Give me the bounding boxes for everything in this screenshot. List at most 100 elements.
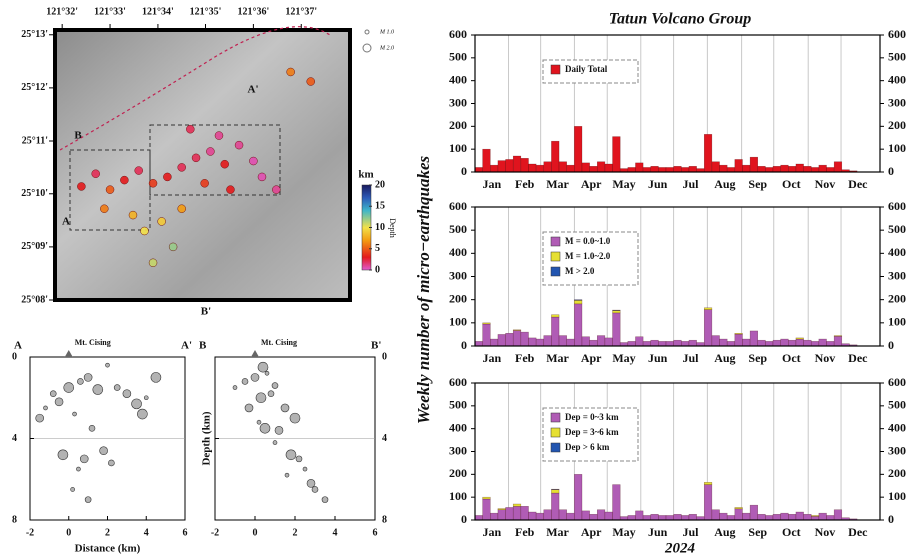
y-tick-label-right: 200 [888,118,906,132]
bar [605,512,613,520]
section-label: B' [201,306,211,318]
epicenter [149,179,157,187]
bar [643,515,651,520]
month-label: Oct [782,525,801,539]
y-tick-label: 500 [449,50,467,64]
month-label: Jun [648,177,668,191]
epicenter [307,78,315,86]
bar [605,338,613,346]
legend-swatch [551,237,560,246]
epicenter [192,154,200,162]
hypocenter [137,409,147,419]
bar [567,165,575,172]
lon-tick-label: 121°33' [94,6,126,17]
bar [506,159,514,172]
hypocenter [245,404,253,412]
hypocenter [281,404,289,412]
bar [773,340,781,346]
y-tick-label: 200 [449,118,467,132]
bar [681,341,689,346]
bar [666,341,674,346]
epicenter [206,147,214,155]
epicenter [226,186,234,194]
bar [544,510,552,520]
section-end: A' [181,340,192,352]
month-label: Jan [482,351,501,365]
hypocenter [108,460,114,466]
hypocenter [123,390,131,398]
hypocenter [303,467,307,471]
bar [796,339,804,346]
hypocenter [100,447,108,455]
bar [704,310,712,346]
y-tick-label-right: 300 [888,443,906,457]
y-tick-label: 4 [382,433,387,444]
bar [613,313,621,346]
bar [498,161,506,172]
bar [613,311,621,313]
bar [834,162,842,172]
epicenter [106,186,114,194]
legend-label: M = 1.0~2.0 [565,251,611,261]
bar [651,340,659,346]
lat-tick-label: 25°09' [21,241,48,252]
y-tick-label: 500 [449,222,467,236]
bar [674,514,682,520]
bar [597,510,605,520]
epicenter [178,205,186,213]
month-label: Jun [648,351,668,365]
summit-label: Mt. Cising [75,338,111,347]
hypocenter [275,426,283,434]
bar [574,300,582,303]
epicenter [235,141,243,149]
epicenter [178,163,186,171]
hypocenter [256,393,266,403]
lat-tick-label: 25°08' [21,294,48,305]
bar [536,513,544,520]
bar [788,340,796,346]
bar [727,167,735,172]
y-tick-label: 0 [461,164,467,178]
bar [674,166,682,172]
bar [483,324,491,346]
y-tick-label: 500 [449,398,467,412]
bar [521,158,529,172]
hypocenter [312,486,318,492]
hypocenter [322,497,328,503]
colorbar-unit: km [358,169,373,181]
section-end: B' [371,340,381,352]
hypocenter [233,386,237,390]
bar [819,339,827,346]
epicenter [149,259,157,267]
epicenter [272,186,280,194]
hypocenter [257,420,261,424]
lon-tick-label: 121°37' [285,6,317,17]
bar [521,332,529,346]
x-tick-label: 2 [293,527,298,538]
legend-swatch [551,443,560,452]
section-label: B [74,130,82,142]
month-label: Feb [515,525,535,539]
legend-swatch [551,252,560,261]
month-label: Mar [546,351,569,365]
bar [490,339,498,346]
y-tick-label: 300 [449,95,467,109]
figure-xlabel: 2024 [664,540,696,556]
x-tick-label: -2 [26,527,34,538]
bar [735,159,743,172]
lon-tick-label: 121°32' [46,6,78,17]
bar [597,162,605,172]
bar [475,167,483,172]
hypocenter [55,398,63,406]
colorbar-tick-label: 10 [375,222,385,233]
bar [506,333,514,346]
bar [574,126,582,172]
bar [720,339,728,346]
x-tick-label: 2 [105,527,110,538]
bar [704,134,712,172]
hypocenter [286,450,296,460]
bar [483,497,491,499]
figure-title: Tatun Volcano Group [609,11,752,28]
bar [834,510,842,520]
bar [551,317,559,346]
